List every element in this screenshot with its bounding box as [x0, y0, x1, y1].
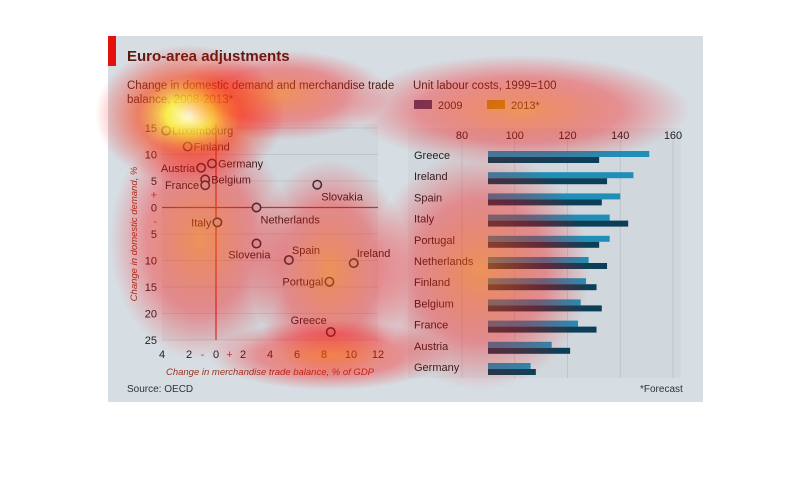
bar-2009-greece: [488, 151, 650, 157]
bar-2013-belgium: [488, 305, 602, 312]
scatter-point-luxembourg: [161, 125, 172, 136]
source-note: Source: OECD: [127, 384, 194, 395]
bar-category-label: Finland: [414, 277, 450, 289]
scatter-point-label: Austria: [161, 163, 196, 175]
bar-2009-portugal: [488, 235, 610, 242]
bar-2009-belgium: [488, 299, 581, 306]
scatter-point-slovakia: [312, 179, 323, 190]
scatter-y-tick-label: 15: [145, 282, 157, 294]
scatter-x-axis-label: Change in merchandise trade balance, % o…: [166, 367, 375, 378]
scatter-point-label: Ireland: [357, 248, 391, 260]
bar-x-tick-label: 120: [558, 130, 576, 142]
scatter-plot-area: [162, 124, 378, 340]
bar-2013-austria: [488, 347, 571, 354]
scatter-x-tick-label: 10: [345, 349, 357, 361]
scatter-x-tick-label: 2: [186, 349, 192, 361]
scatter-point-label: Slovenia: [228, 250, 271, 262]
scatter-point-label: Slovakia: [321, 192, 363, 204]
bar-2009-spain: [488, 193, 621, 200]
bar-2009-germany: [488, 363, 531, 369]
bar-2013-portugal: [488, 241, 600, 248]
bar-category-label: Germany: [414, 362, 460, 374]
scatter-point-label: Netherlands: [261, 215, 321, 227]
bar-2013-france: [488, 326, 597, 333]
scatter-x-tick-label: +: [226, 349, 232, 361]
scatter-y-tick-label: 15: [145, 123, 157, 135]
scatter-x-tick-label: 4: [267, 349, 273, 361]
bar-2013-finland: [488, 284, 597, 291]
scatter-point-label: Spain: [292, 245, 320, 257]
bar-category-label: Portugal: [414, 235, 455, 247]
legend-label-2013: 2013*: [511, 100, 540, 112]
legend-swatch-2009: [414, 100, 432, 109]
bar-2009-austria: [488, 341, 552, 348]
scatter-point-greece: [325, 327, 336, 338]
scatter-x-tick-label: -: [201, 349, 205, 361]
scatter-point-label: Greece: [291, 315, 327, 327]
scatter-point-label: Germany: [218, 159, 264, 171]
scatter-point-austria: [196, 162, 207, 173]
scatter-y-tick-label: -: [153, 216, 157, 228]
bar-x-tick-label: 160: [664, 130, 682, 142]
scatter-point-germany: [206, 158, 217, 169]
bar-category-label: Belgium: [414, 298, 454, 310]
scatter-point-label: Italy: [191, 217, 212, 229]
scatter-y-tick-label: 5: [151, 229, 157, 241]
bar-2013-spain: [488, 199, 602, 206]
scatter-point-portugal: [324, 276, 335, 287]
bar-2013-netherlands: [488, 263, 608, 269]
bar-category-label: France: [414, 320, 448, 332]
scatter-y-tick-label: 0: [151, 203, 157, 215]
forecast-note: *Forecast: [640, 384, 683, 395]
bar-x-tick-label: 140: [611, 130, 629, 142]
scatter-y-tick-label: +: [151, 189, 157, 201]
scatter-y-tick-label: 5: [151, 176, 157, 188]
bar-2009-ireland: [488, 172, 634, 179]
bar-2009-netherlands: [488, 257, 589, 263]
bar-category-label: Italy: [414, 214, 435, 226]
bar-2009-finland: [488, 278, 586, 285]
scatter-point-italy: [212, 217, 223, 228]
scatter-x-tick-label: 8: [321, 349, 327, 361]
scatter-x-tick-label: 4: [159, 349, 165, 361]
legend-swatch-2013: [487, 100, 505, 109]
bar-2009-france: [488, 320, 579, 327]
scatter-point-spain: [283, 254, 294, 265]
legend-label-2009: 2009: [438, 100, 462, 112]
scatter-point-label: Finland: [194, 142, 230, 154]
bar-2009-italy: [488, 214, 610, 221]
scatter-x-tick-label: 0: [213, 349, 219, 361]
scatter-x-tick-label: 12: [372, 349, 384, 361]
scatter-point-label: Luxembourg: [172, 126, 233, 138]
scatter-x-tick-label: 6: [294, 349, 300, 361]
bar-2013-ireland: [488, 178, 608, 185]
bar-category-label: Spain: [414, 192, 442, 204]
scatter-y-axis-label: Change in domestic demand, %: [129, 166, 140, 301]
scatter-point-label: Belgium: [211, 174, 251, 186]
bar-2013-germany: [488, 369, 536, 375]
scatter-y-tick-label: 25: [145, 335, 157, 347]
scatter-y-tick-label: 20: [145, 309, 157, 321]
scatter-point-label: France: [165, 180, 199, 192]
scatter-y-tick-label: 10: [145, 150, 157, 162]
scatter-x-tick-label: 2: [240, 349, 246, 361]
scatter-y-tick-label: 10: [145, 256, 157, 268]
bar-2013-italy: [488, 220, 629, 227]
scatter-point-ireland: [348, 258, 359, 269]
bar-category-label: Netherlands: [414, 256, 474, 268]
scatter-point-netherlands: [251, 202, 262, 213]
bar-category-label: Ireland: [414, 171, 448, 183]
scatter-point-finland: [182, 141, 193, 152]
bar-plot-area: [408, 128, 681, 378]
bar-category-label: Greece: [414, 150, 450, 162]
scatter-point-france: [200, 180, 211, 191]
bar-category-label: Austria: [414, 341, 449, 353]
scatter-point-label: Portugal: [282, 277, 323, 289]
bar-2013-greece: [488, 157, 600, 163]
bar-x-tick-label: 100: [506, 130, 524, 142]
bar-x-tick-label: 80: [456, 130, 468, 142]
scatter-point-slovenia: [251, 238, 262, 249]
